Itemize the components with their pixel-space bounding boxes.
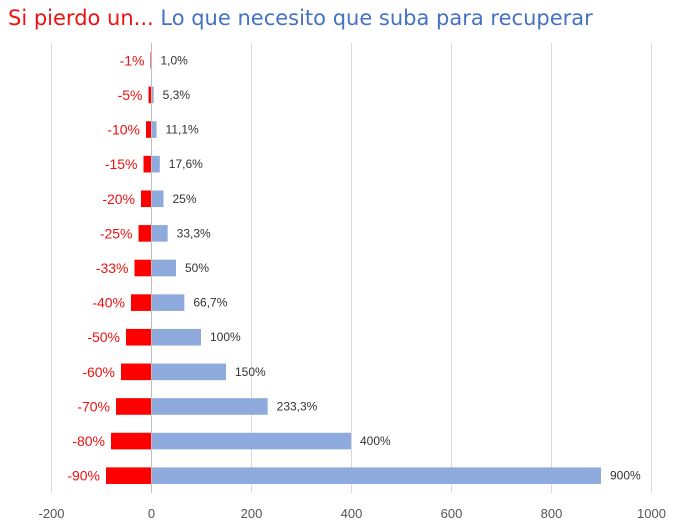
loss-bar [138, 225, 151, 242]
category-label: -20% [102, 191, 135, 207]
loss-bar [134, 259, 151, 277]
title-part-gain: Lo que necesito que suba para recuperar [160, 6, 593, 30]
data-label: 5,3% [163, 88, 191, 102]
x-tick-label: 0 [148, 506, 155, 521]
data-label: 900% [610, 469, 641, 483]
data-label: 11,1% [166, 123, 199, 137]
loss-bar [141, 190, 151, 208]
title-part-loss: Si pierdo un... [8, 6, 154, 30]
loss-bar [121, 363, 151, 381]
gain-bar [151, 225, 168, 242]
gain-bar [151, 86, 154, 104]
data-label: 150% [235, 365, 266, 379]
data-label: 233,3% [277, 399, 318, 413]
gain-bar [151, 398, 268, 415]
loss-bar [148, 86, 151, 104]
category-label: -80% [72, 433, 105, 449]
loss-bar [143, 155, 151, 173]
x-tick-label: -200 [38, 506, 64, 521]
loss-bar [126, 328, 151, 346]
category-label: -1% [120, 52, 145, 68]
gain-bar [151, 363, 226, 381]
data-label: 17,6% [169, 157, 203, 171]
gain-bar [151, 294, 185, 311]
category-label: -60% [82, 364, 115, 380]
gain-bar [151, 328, 201, 346]
data-label: 100% [210, 330, 241, 344]
loss-bar [150, 52, 151, 69]
x-tick-label: 200 [241, 506, 263, 521]
loss-bar [116, 398, 151, 415]
gain-bar [151, 121, 157, 138]
data-label: 66,7% [193, 296, 227, 310]
loss-bar [106, 467, 151, 484]
x-tick-label: 400 [341, 506, 363, 521]
category-label: -5% [118, 87, 143, 103]
data-label: 400% [360, 434, 391, 448]
gain-bar [151, 155, 160, 173]
data-label: 25% [173, 192, 197, 206]
data-label: 50% [185, 261, 209, 275]
loss-bar [131, 294, 151, 311]
category-label: -50% [87, 329, 120, 345]
data-label: 1,0% [161, 53, 189, 67]
gain-bar [151, 432, 351, 450]
category-label: -70% [77, 398, 110, 414]
x-tick-label: 800 [541, 506, 563, 521]
category-label: -10% [107, 122, 140, 138]
chart-title: Si pierdo un... Lo que necesito que suba… [8, 6, 593, 30]
category-label: -25% [100, 225, 133, 241]
loss-bar [146, 121, 151, 138]
category-label: -90% [67, 468, 100, 484]
gain-bar [151, 467, 601, 484]
x-tick-label: 600 [441, 506, 463, 521]
loss-bar [111, 432, 151, 450]
gain-bar [151, 190, 164, 208]
gain-bar [151, 259, 176, 277]
category-label: -33% [96, 260, 129, 276]
data-label: 33,3% [177, 226, 211, 240]
x-tick-label: 1000 [637, 506, 666, 521]
category-label: -15% [105, 156, 138, 172]
category-label: -40% [92, 295, 125, 311]
